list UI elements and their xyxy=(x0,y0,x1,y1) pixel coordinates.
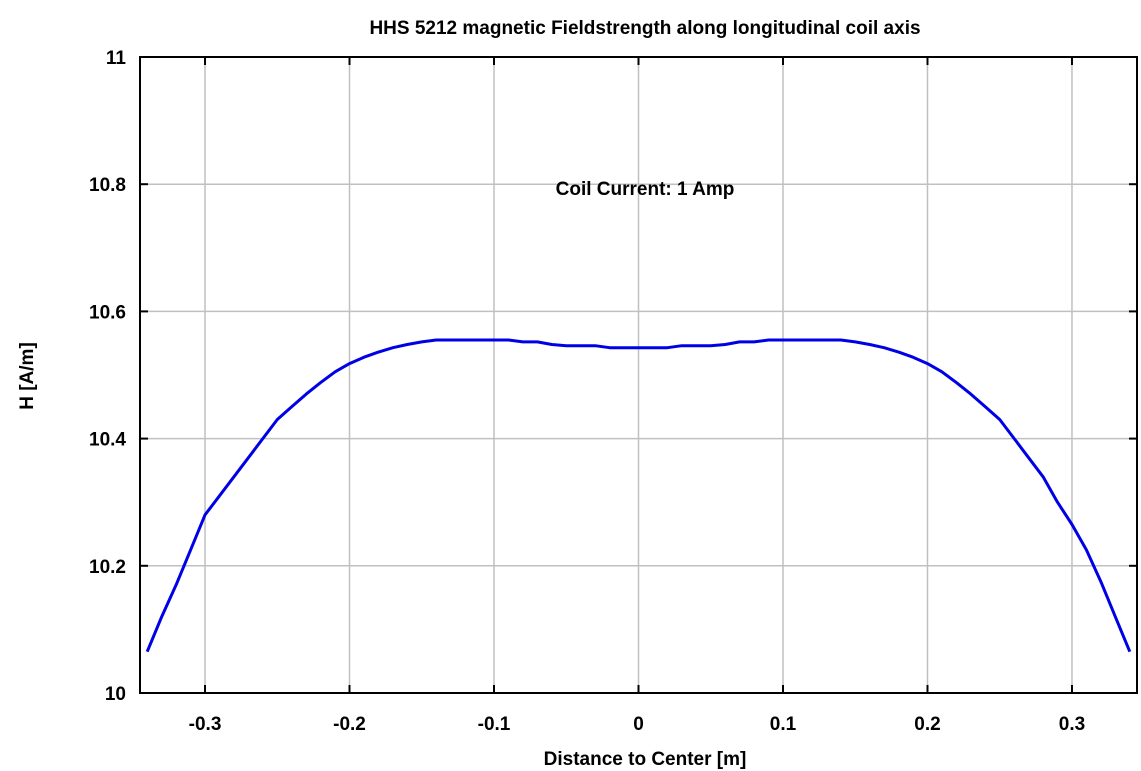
y-tick-label: 10.2 xyxy=(89,557,126,578)
y-tick-label: 10.6 xyxy=(89,302,126,323)
x-tick-label: 0.2 xyxy=(914,714,940,735)
chart-title: HHS 5212 magnetic Fieldstrength along lo… xyxy=(369,18,920,39)
y-tick-label: 10.4 xyxy=(89,430,126,451)
x-axis-label: Distance to Center [m] xyxy=(544,749,747,770)
series-layer xyxy=(145,338,1132,653)
x-tick-label: 0 xyxy=(633,714,644,735)
x-tick-label: -0.1 xyxy=(478,714,511,735)
y-tick-label: 10 xyxy=(105,684,126,705)
series-line-0 xyxy=(145,338,1132,653)
coil-current-annotation: Coil Current: 1 Amp xyxy=(556,179,735,200)
x-tick-label: -0.3 xyxy=(189,714,222,735)
y-tick-label: 11 xyxy=(106,48,127,69)
x-tick-label: -0.2 xyxy=(333,714,366,735)
y-tick-label: 10.8 xyxy=(89,175,126,196)
x-tick-label: 0.1 xyxy=(770,714,797,735)
ticks: -0.3 -0.2 -0.1 0 0.1 0.2 0.3 10 10.2 10.4 10.6 10.8… xyxy=(89,48,1137,735)
x-tick-label: 0.3 xyxy=(1059,714,1085,735)
grid xyxy=(140,57,1137,693)
y-axis-label: H [A/m] xyxy=(17,342,38,410)
